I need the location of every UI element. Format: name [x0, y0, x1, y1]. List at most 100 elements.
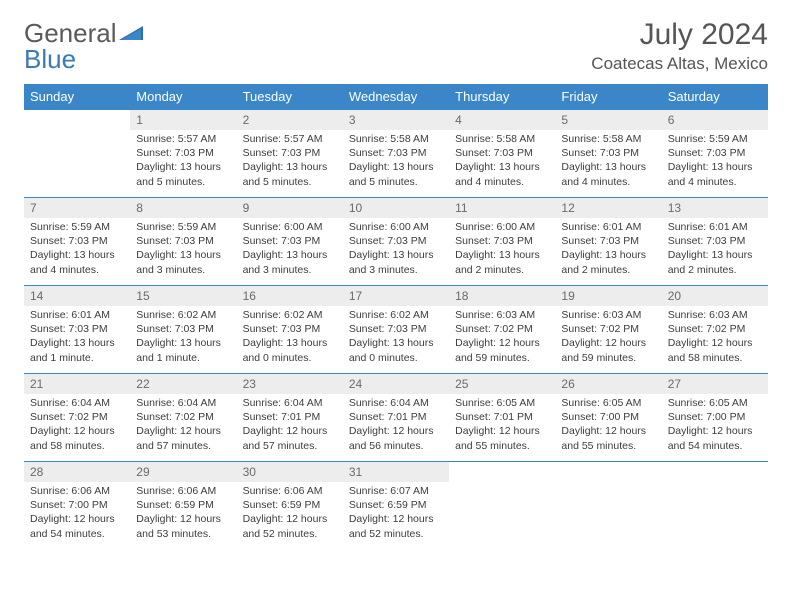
- calendar-row: 14Sunrise: 6:01 AMSunset: 7:03 PMDayligh…: [24, 286, 768, 374]
- calendar-cell: 11Sunrise: 6:00 AMSunset: 7:03 PMDayligh…: [449, 198, 555, 286]
- day-info: Sunrise: 5:59 AMSunset: 7:03 PMDaylight:…: [130, 218, 236, 281]
- day-number: 6: [662, 110, 768, 130]
- day-number: 28: [24, 462, 130, 482]
- calendar-cell: 27Sunrise: 6:05 AMSunset: 7:00 PMDayligh…: [662, 374, 768, 462]
- day-number: [449, 462, 555, 482]
- calendar-cell: [555, 462, 661, 550]
- day-info: Sunrise: 6:01 AMSunset: 7:03 PMDaylight:…: [24, 306, 130, 369]
- calendar-cell: [24, 110, 130, 198]
- calendar-cell: 10Sunrise: 6:00 AMSunset: 7:03 PMDayligh…: [343, 198, 449, 286]
- day-number: 12: [555, 198, 661, 218]
- calendar-head: SundayMondayTuesdayWednesdayThursdayFrid…: [24, 84, 768, 110]
- day-info: Sunrise: 6:00 AMSunset: 7:03 PMDaylight:…: [343, 218, 449, 281]
- day-number: 5: [555, 110, 661, 130]
- day-info: Sunrise: 5:57 AMSunset: 7:03 PMDaylight:…: [130, 130, 236, 193]
- day-info: Sunrise: 6:04 AMSunset: 7:01 PMDaylight:…: [237, 394, 343, 457]
- day-number: 14: [24, 286, 130, 306]
- page-title: July 2024: [591, 18, 768, 52]
- day-number: 30: [237, 462, 343, 482]
- day-number: 13: [662, 198, 768, 218]
- day-info: Sunrise: 6:03 AMSunset: 7:02 PMDaylight:…: [449, 306, 555, 369]
- day-info: Sunrise: 6:04 AMSunset: 7:02 PMDaylight:…: [130, 394, 236, 457]
- day-number: 21: [24, 374, 130, 394]
- day-info: Sunrise: 5:58 AMSunset: 7:03 PMDaylight:…: [449, 130, 555, 193]
- day-info: Sunrise: 5:59 AMSunset: 7:03 PMDaylight:…: [662, 130, 768, 193]
- calendar-body: 1Sunrise: 5:57 AMSunset: 7:03 PMDaylight…: [24, 110, 768, 550]
- day-number: 17: [343, 286, 449, 306]
- day-info: Sunrise: 6:06 AMSunset: 7:00 PMDaylight:…: [24, 482, 130, 545]
- day-number: 31: [343, 462, 449, 482]
- day-info: Sunrise: 5:58 AMSunset: 7:03 PMDaylight:…: [555, 130, 661, 193]
- calendar-cell: 17Sunrise: 6:02 AMSunset: 7:03 PMDayligh…: [343, 286, 449, 374]
- day-number: 16: [237, 286, 343, 306]
- calendar-cell: 8Sunrise: 5:59 AMSunset: 7:03 PMDaylight…: [130, 198, 236, 286]
- calendar-cell: 26Sunrise: 6:05 AMSunset: 7:00 PMDayligh…: [555, 374, 661, 462]
- header: General July 2024 Coatecas Altas, Mexico: [24, 18, 768, 74]
- calendar-cell: 28Sunrise: 6:06 AMSunset: 7:00 PMDayligh…: [24, 462, 130, 550]
- day-number: 29: [130, 462, 236, 482]
- calendar-cell: 18Sunrise: 6:03 AMSunset: 7:02 PMDayligh…: [449, 286, 555, 374]
- day-number: 3: [343, 110, 449, 130]
- calendar-cell: 22Sunrise: 6:04 AMSunset: 7:02 PMDayligh…: [130, 374, 236, 462]
- day-header: Friday: [555, 84, 661, 110]
- day-header: Saturday: [662, 84, 768, 110]
- calendar-cell: 7Sunrise: 5:59 AMSunset: 7:03 PMDaylight…: [24, 198, 130, 286]
- day-number: [555, 462, 661, 482]
- day-number: 22: [130, 374, 236, 394]
- day-number: 18: [449, 286, 555, 306]
- day-header: Wednesday: [343, 84, 449, 110]
- day-info: Sunrise: 6:04 AMSunset: 7:02 PMDaylight:…: [24, 394, 130, 457]
- calendar-cell: 5Sunrise: 5:58 AMSunset: 7:03 PMDaylight…: [555, 110, 661, 198]
- day-number: [662, 462, 768, 482]
- calendar-row: 1Sunrise: 5:57 AMSunset: 7:03 PMDaylight…: [24, 110, 768, 198]
- calendar-cell: 24Sunrise: 6:04 AMSunset: 7:01 PMDayligh…: [343, 374, 449, 462]
- day-header: Monday: [130, 84, 236, 110]
- logo-text-blue: Blue: [24, 44, 76, 75]
- title-block: July 2024 Coatecas Altas, Mexico: [591, 18, 768, 74]
- day-info: Sunrise: 6:01 AMSunset: 7:03 PMDaylight:…: [662, 218, 768, 281]
- calendar-cell: 13Sunrise: 6:01 AMSunset: 7:03 PMDayligh…: [662, 198, 768, 286]
- day-number: 2: [237, 110, 343, 130]
- calendar-cell: 20Sunrise: 6:03 AMSunset: 7:02 PMDayligh…: [662, 286, 768, 374]
- calendar-cell: 4Sunrise: 5:58 AMSunset: 7:03 PMDaylight…: [449, 110, 555, 198]
- day-info: Sunrise: 6:01 AMSunset: 7:03 PMDaylight:…: [555, 218, 661, 281]
- day-info: Sunrise: 6:05 AMSunset: 7:01 PMDaylight:…: [449, 394, 555, 457]
- day-number: 7: [24, 198, 130, 218]
- day-number: 4: [449, 110, 555, 130]
- day-info: Sunrise: 6:05 AMSunset: 7:00 PMDaylight:…: [662, 394, 768, 457]
- day-info: Sunrise: 6:00 AMSunset: 7:03 PMDaylight:…: [237, 218, 343, 281]
- calendar-cell: 6Sunrise: 5:59 AMSunset: 7:03 PMDaylight…: [662, 110, 768, 198]
- day-info: Sunrise: 6:02 AMSunset: 7:03 PMDaylight:…: [237, 306, 343, 369]
- day-number: 1: [130, 110, 236, 130]
- calendar-cell: 1Sunrise: 5:57 AMSunset: 7:03 PMDaylight…: [130, 110, 236, 198]
- calendar-cell: 12Sunrise: 6:01 AMSunset: 7:03 PMDayligh…: [555, 198, 661, 286]
- day-header: Tuesday: [237, 84, 343, 110]
- day-info: Sunrise: 6:06 AMSunset: 6:59 PMDaylight:…: [130, 482, 236, 545]
- calendar-row: 21Sunrise: 6:04 AMSunset: 7:02 PMDayligh…: [24, 374, 768, 462]
- calendar-cell: [449, 462, 555, 550]
- day-info: Sunrise: 6:05 AMSunset: 7:00 PMDaylight:…: [555, 394, 661, 457]
- location-subtitle: Coatecas Altas, Mexico: [591, 54, 768, 74]
- calendar-cell: 15Sunrise: 6:02 AMSunset: 7:03 PMDayligh…: [130, 286, 236, 374]
- day-info: Sunrise: 6:02 AMSunset: 7:03 PMDaylight:…: [130, 306, 236, 369]
- calendar-cell: 14Sunrise: 6:01 AMSunset: 7:03 PMDayligh…: [24, 286, 130, 374]
- calendar-cell: 25Sunrise: 6:05 AMSunset: 7:01 PMDayligh…: [449, 374, 555, 462]
- day-info: Sunrise: 6:02 AMSunset: 7:03 PMDaylight:…: [343, 306, 449, 369]
- day-number: 27: [662, 374, 768, 394]
- day-number: [24, 110, 130, 130]
- calendar-cell: [662, 462, 768, 550]
- day-info: Sunrise: 6:07 AMSunset: 6:59 PMDaylight:…: [343, 482, 449, 545]
- day-info: Sunrise: 6:00 AMSunset: 7:03 PMDaylight:…: [449, 218, 555, 281]
- day-header: Sunday: [24, 84, 130, 110]
- calendar-cell: 19Sunrise: 6:03 AMSunset: 7:02 PMDayligh…: [555, 286, 661, 374]
- day-info: Sunrise: 5:58 AMSunset: 7:03 PMDaylight:…: [343, 130, 449, 193]
- day-number: 24: [343, 374, 449, 394]
- logo-triangle-icon: [119, 24, 143, 42]
- calendar-cell: 9Sunrise: 6:00 AMSunset: 7:03 PMDaylight…: [237, 198, 343, 286]
- calendar-cell: 3Sunrise: 5:58 AMSunset: 7:03 PMDaylight…: [343, 110, 449, 198]
- day-info: Sunrise: 6:04 AMSunset: 7:01 PMDaylight:…: [343, 394, 449, 457]
- day-number: 25: [449, 374, 555, 394]
- day-info: Sunrise: 6:03 AMSunset: 7:02 PMDaylight:…: [555, 306, 661, 369]
- day-number: 26: [555, 374, 661, 394]
- day-info: Sunrise: 6:03 AMSunset: 7:02 PMDaylight:…: [662, 306, 768, 369]
